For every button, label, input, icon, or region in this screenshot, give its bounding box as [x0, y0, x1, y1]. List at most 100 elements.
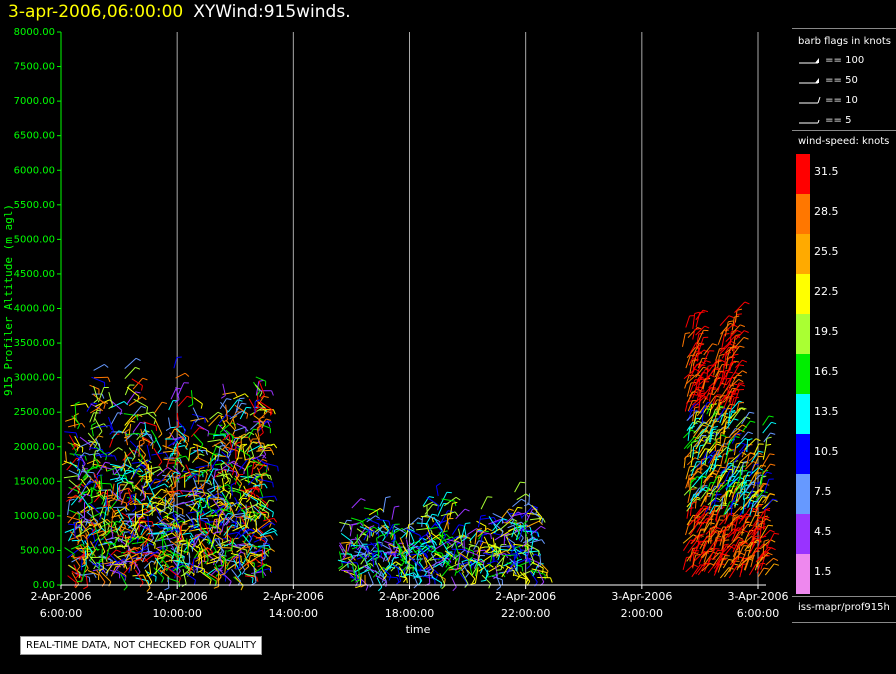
- wind-barb: [739, 480, 747, 495]
- wind-barb: [492, 550, 507, 558]
- wind-barb: [707, 453, 716, 464]
- wind-barb: [156, 516, 166, 528]
- wind-barb-flag: [102, 568, 106, 574]
- wind-barb: [690, 535, 698, 545]
- wind-barb-flag: [167, 506, 173, 511]
- wind-barb: [169, 550, 181, 561]
- wind-barb: [211, 519, 216, 532]
- wind-barb: [725, 372, 736, 386]
- wind-barb: [710, 491, 716, 502]
- wind-barb: [483, 544, 494, 555]
- wind-barb: [722, 396, 730, 409]
- wind-barb: [480, 517, 495, 520]
- wind-barb: [358, 538, 368, 551]
- wind-barb: [702, 387, 711, 397]
- wind-barb-flag: [112, 469, 115, 475]
- wind-barb: [86, 459, 98, 465]
- wind-barb: [176, 412, 180, 427]
- wind-barb-flag: [517, 506, 523, 509]
- wind-barb-flag: [124, 477, 129, 483]
- wind-barb: [458, 571, 468, 584]
- wind-barb-flag: [101, 581, 106, 587]
- wind-barb: [514, 548, 528, 557]
- wind-barb: [480, 496, 488, 510]
- wind-barb: [697, 562, 708, 576]
- wind-barb: [150, 429, 158, 440]
- wind-barb-flag: [199, 427, 205, 430]
- wind-barb: [237, 445, 241, 461]
- wind-barb: [731, 556, 739, 569]
- wind-barb: [728, 565, 738, 579]
- wind-barb: [430, 532, 442, 541]
- wind-barb: [760, 516, 764, 528]
- wind-barb-flag: [249, 461, 256, 463]
- wind-barb-flag: [346, 519, 352, 522]
- wind-barb-flag: [406, 577, 408, 584]
- wind-barb-flag: [112, 509, 119, 512]
- wind-barb-flag: [721, 504, 727, 507]
- wind-barb: [467, 559, 480, 564]
- wind-barb-flag: [198, 487, 204, 490]
- wind-barb: [721, 365, 725, 379]
- wind-barb: [693, 507, 702, 519]
- wind-barb-flag: [190, 526, 195, 531]
- wind-barb: [151, 503, 153, 516]
- wind-barb: [168, 400, 174, 411]
- wind-barb: [689, 503, 693, 516]
- wind-barb-flag: [690, 488, 696, 490]
- wind-barb-flag: [747, 438, 753, 441]
- wind-barb: [133, 477, 143, 490]
- wind-barb-flag: [521, 566, 524, 572]
- wind-barb: [764, 493, 770, 504]
- wind-barb: [516, 493, 527, 501]
- wind-barb-flag: [96, 448, 101, 453]
- wind-barb-flag: [130, 494, 136, 496]
- wind-barb: [710, 528, 713, 544]
- wind-barb-flag: [141, 385, 143, 391]
- wind-barb: [488, 564, 501, 573]
- wind-barb-flag: [728, 320, 734, 323]
- wind-barb: [119, 525, 134, 533]
- wind-barb: [448, 562, 460, 569]
- wind-barb-flag: [735, 335, 741, 338]
- wind-barb-flag: [347, 562, 349, 568]
- wind-barb-flag: [486, 548, 491, 553]
- wind-barb: [531, 504, 543, 518]
- wind-barb: [108, 504, 117, 515]
- wind-barb-flag: [699, 311, 705, 314]
- wind-barb-flag: [123, 586, 128, 591]
- wind-barb-flag: [703, 505, 709, 508]
- wind-barb: [190, 427, 200, 438]
- wind-barb: [111, 483, 115, 498]
- wind-barb-flag: [199, 466, 205, 470]
- wind-barb: [232, 418, 237, 429]
- wind-barb-flag: [238, 483, 243, 489]
- wind-barb-flag: [170, 544, 175, 550]
- wind-barb-flag: [540, 525, 546, 530]
- wind-barb-flag: [695, 516, 701, 519]
- wind-barb: [255, 520, 258, 532]
- wind-barb: [695, 333, 700, 349]
- wind-barb: [173, 445, 185, 449]
- wind-barb-flag: [155, 576, 157, 582]
- wind-barb-flag: [250, 516, 256, 521]
- wind-barb-flag: [221, 440, 227, 445]
- wind-barb-flag: [464, 508, 470, 512]
- wind-barb-flag: [209, 511, 213, 516]
- wind-barb-flag: [98, 431, 103, 436]
- wind-barb: [193, 397, 203, 405]
- wind-barb: [221, 440, 232, 451]
- wind-barb: [177, 500, 193, 505]
- wind-barb-flag: [452, 586, 457, 592]
- wind-barb: [697, 358, 703, 369]
- wind-barb: [709, 454, 716, 465]
- wind-barb: [245, 513, 247, 529]
- wind-barb-flag: [244, 393, 249, 398]
- wind-barb: [113, 558, 125, 565]
- wind-barb: [129, 546, 140, 551]
- wind-barb: [707, 359, 718, 373]
- wind-barb: [124, 384, 130, 396]
- wind-barb: [409, 532, 415, 543]
- wind-barb: [79, 550, 93, 552]
- wind-barb: [233, 465, 240, 477]
